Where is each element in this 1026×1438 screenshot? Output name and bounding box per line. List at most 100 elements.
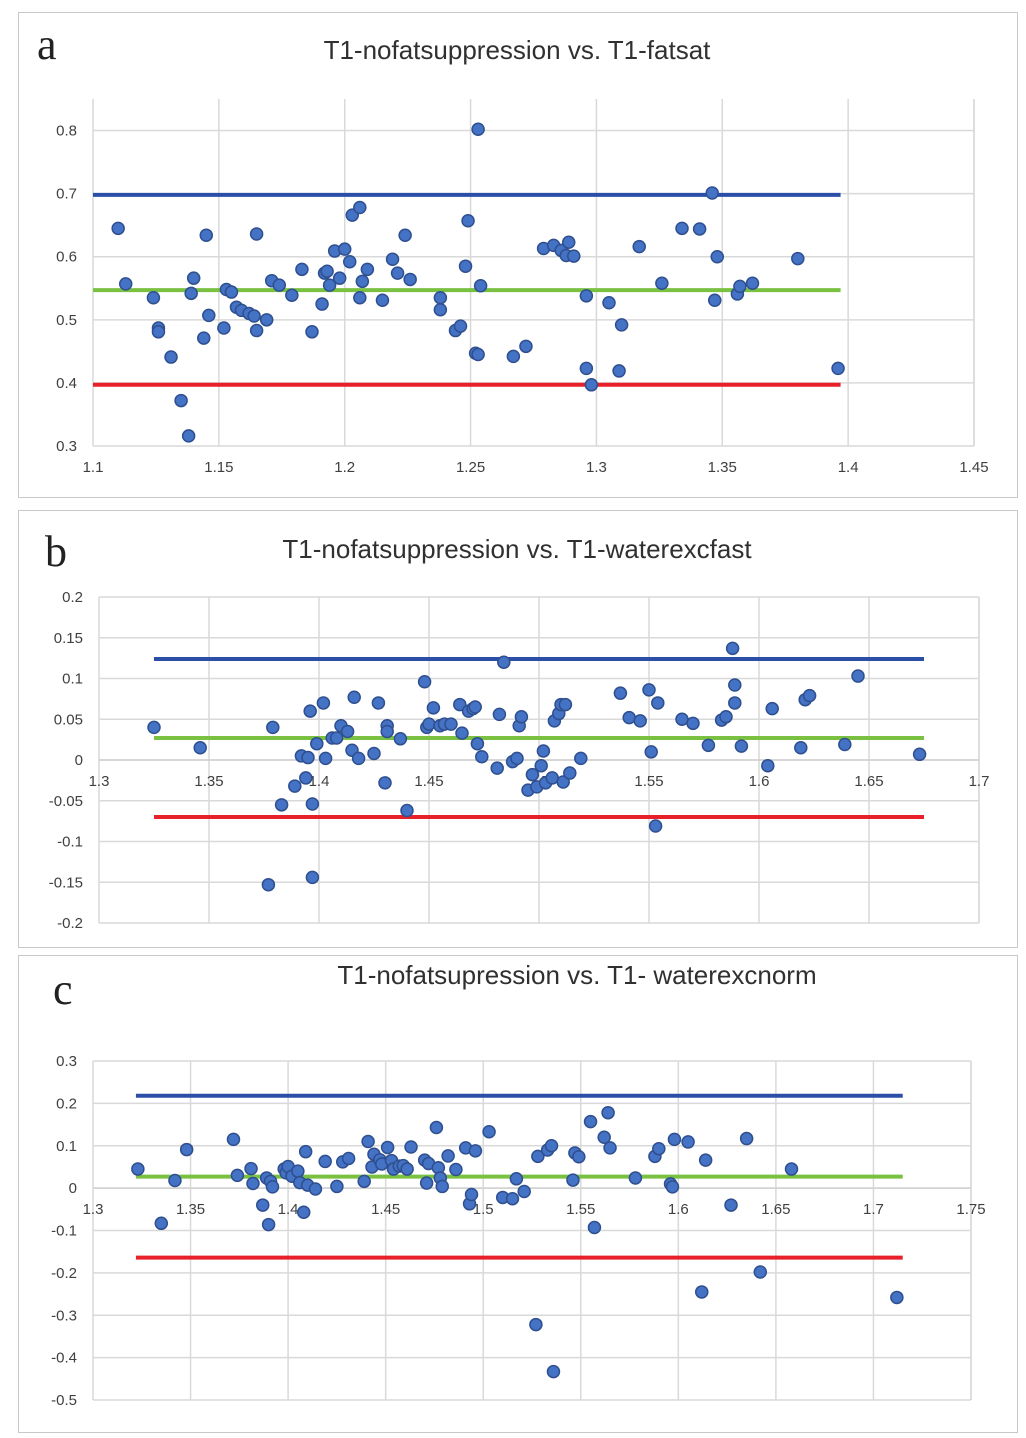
data-point (692, 222, 707, 236)
x-tick-label: 1.65 (761, 1201, 790, 1218)
data-point (579, 361, 594, 376)
scatter-chart-a: 0.3 0.4 0.5 0.6 0.7 0.8 1.1 1.15 1.2 1.25 1.3 1.35 1… (37, 20, 989, 476)
x-tick-label: 1.2 (334, 459, 355, 476)
data-point (794, 741, 808, 755)
data-point (390, 266, 405, 280)
data-point (667, 1132, 682, 1147)
data-point (429, 1120, 444, 1135)
data-point (174, 393, 188, 408)
data-point (322, 278, 337, 292)
data-point (464, 1187, 479, 1202)
x-tick-label: 1.35 (176, 1201, 205, 1218)
data-point (247, 309, 261, 323)
data-point (468, 700, 482, 714)
data-point (707, 293, 722, 308)
data-point (728, 678, 742, 692)
data-point (398, 228, 412, 243)
y-tick-label: -0.4 (51, 1350, 77, 1367)
data-point (197, 331, 211, 345)
panel-letter: b (45, 527, 67, 576)
x-tick-label: 1.6 (668, 1201, 689, 1218)
chart-title: T1-nofatsuppression vs. T1-fatsat (324, 35, 712, 65)
data-point (584, 378, 599, 392)
data-point (733, 279, 747, 294)
data-point (433, 290, 448, 305)
data-point (698, 1153, 713, 1167)
data-point (514, 710, 529, 724)
data-point (168, 1173, 182, 1188)
data-point (367, 746, 381, 761)
data-point (380, 1140, 395, 1155)
data-point (288, 779, 302, 793)
data-point (111, 221, 125, 236)
y-tick-label: 0 (75, 752, 83, 769)
data-point (719, 710, 733, 724)
chart-title: T1-nofatsuppression vs. T1-waterexcfast (282, 534, 752, 564)
data-point (655, 276, 669, 290)
data-point (531, 1149, 545, 1164)
data-point (249, 227, 264, 241)
y-tick-label: 0.2 (56, 1095, 77, 1112)
data-point (601, 1105, 615, 1120)
data-point (458, 259, 473, 273)
data-point (453, 697, 467, 712)
x-tick-label: 1.35 (194, 773, 223, 790)
data-point (272, 278, 287, 292)
data-point (179, 1142, 194, 1157)
data-point (342, 255, 357, 269)
data-point (131, 1162, 145, 1176)
x-tick-label: 1.4 (838, 459, 859, 476)
data-point (468, 1144, 483, 1158)
x-tick-label: 1.45 (414, 773, 443, 790)
data-point (380, 724, 394, 739)
data-point (453, 319, 468, 333)
data-point (648, 819, 663, 833)
data-point (337, 242, 352, 256)
data-point (470, 736, 485, 751)
data-point (471, 347, 485, 362)
data-point (298, 1144, 313, 1159)
data-point (545, 771, 559, 785)
data-point (146, 290, 161, 305)
data-point (246, 1176, 260, 1191)
data-point (184, 286, 198, 301)
data-point (724, 1198, 738, 1212)
data-point (519, 339, 533, 354)
data-point (249, 323, 264, 338)
y-tick-label: -0.1 (57, 834, 83, 851)
data-point (583, 1114, 598, 1129)
x-tick-label: 1.65 (854, 773, 883, 790)
panel-letter: a (37, 20, 57, 69)
data-point (261, 877, 276, 892)
y-tick-label: -0.2 (51, 1265, 77, 1282)
x-tick-label: 1.45 (959, 459, 988, 476)
x-tick-label: 1.15 (204, 459, 233, 476)
data-point (351, 751, 366, 766)
data-point (728, 696, 742, 710)
data-point (357, 1174, 371, 1189)
chart-panel-b: -0.2 -0.15 -0.1 -0.05 0 0.05 0.1 0.15 0.2 1.3 1.35… (18, 510, 1018, 948)
data-point (315, 297, 329, 311)
data-point (318, 751, 333, 766)
data-point (534, 758, 548, 773)
data-point (633, 714, 647, 728)
x-tick-label: 1.1 (83, 459, 104, 476)
data-point (308, 1182, 323, 1196)
data-point (329, 731, 344, 745)
data-point (361, 1134, 375, 1149)
data-point (375, 293, 390, 308)
x-tick-label: 1.3 (83, 1201, 104, 1218)
data-point (347, 690, 361, 704)
data-point (665, 1180, 680, 1194)
data-point (475, 749, 489, 764)
x-tick-label: 1.55 (634, 773, 663, 790)
data-point (628, 1171, 643, 1185)
data-point (686, 716, 700, 731)
data-point (186, 271, 201, 285)
data-point (544, 1139, 559, 1153)
data-point (745, 276, 760, 290)
data-point (613, 686, 628, 700)
data-point (305, 870, 320, 885)
y-tick-label: -0.05 (49, 793, 83, 810)
data-point (739, 1131, 754, 1146)
